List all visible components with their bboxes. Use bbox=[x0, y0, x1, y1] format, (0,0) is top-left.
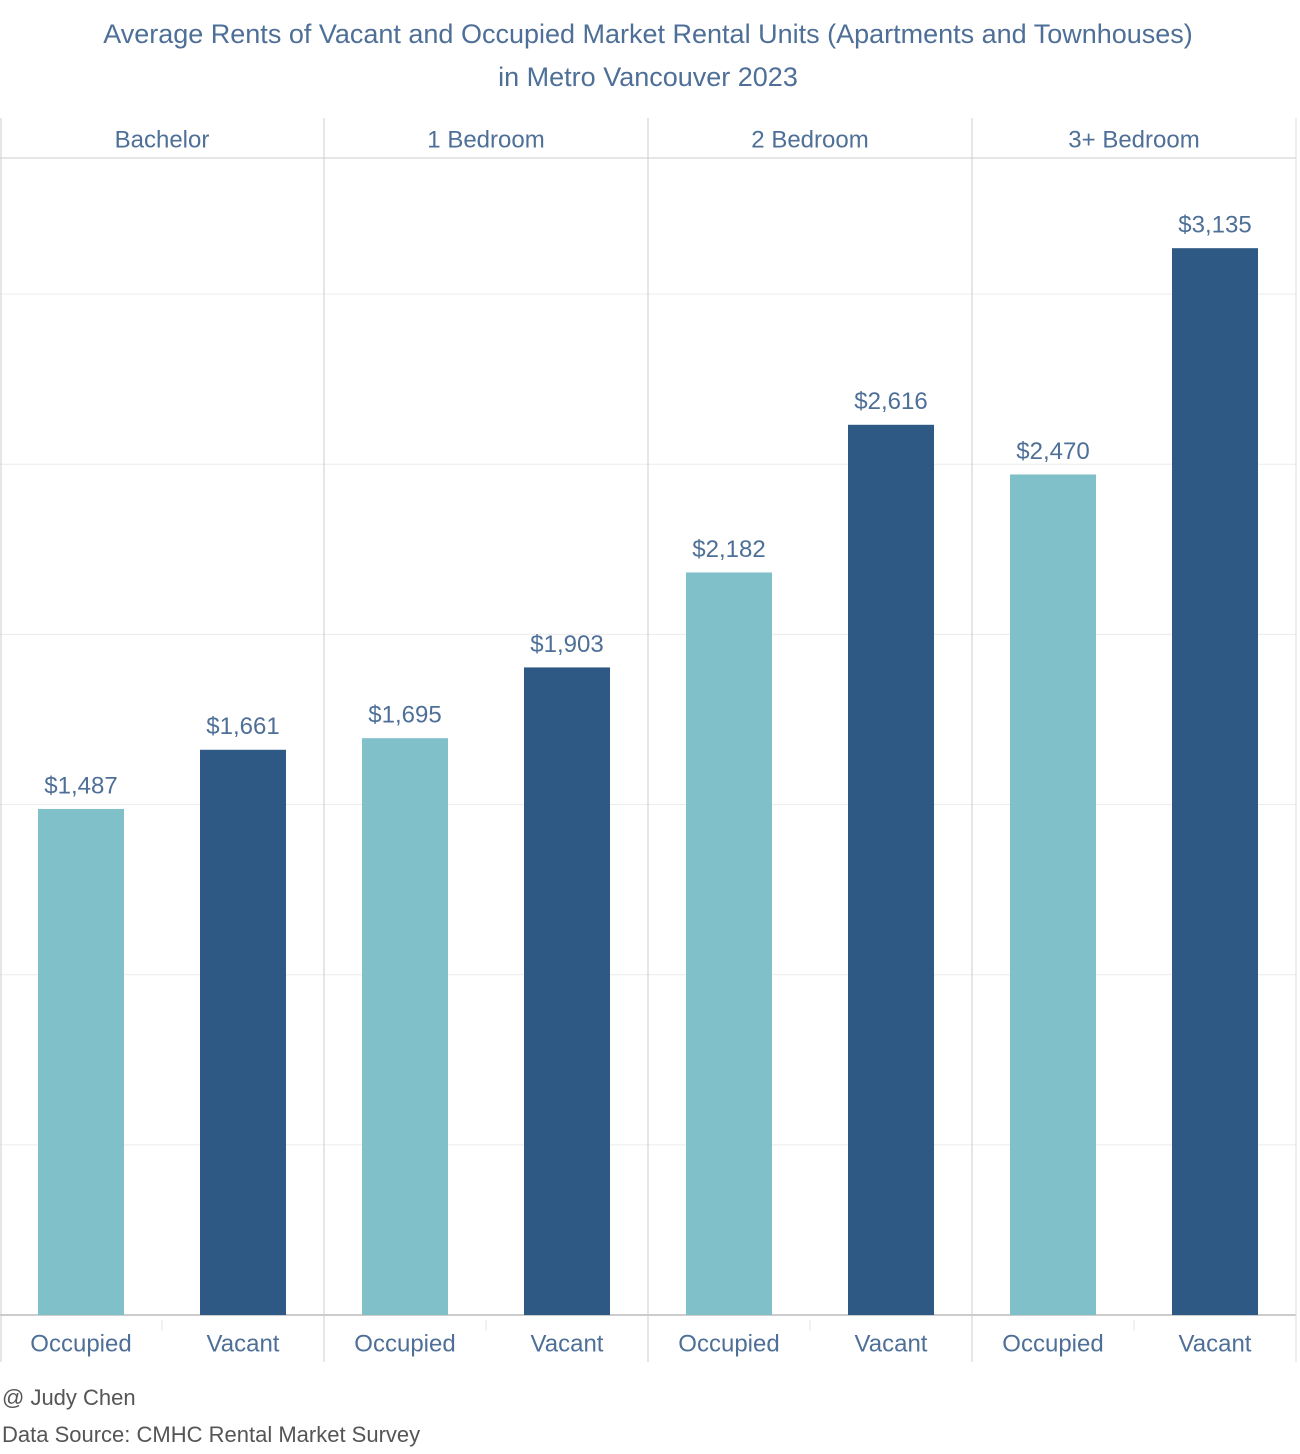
x-tick-label: Vacant bbox=[855, 1330, 928, 1357]
panel-header: 1 Bedroom bbox=[427, 126, 544, 153]
bar bbox=[848, 424, 934, 1315]
credit: @ Judy Chen bbox=[2, 1385, 136, 1410]
bar bbox=[1172, 248, 1258, 1315]
value-label: $1,487 bbox=[44, 772, 117, 799]
x-tick-label: Vacant bbox=[1179, 1330, 1252, 1357]
value-label: $1,903 bbox=[530, 631, 603, 658]
bar bbox=[38, 808, 124, 1315]
value-label: $2,470 bbox=[1016, 438, 1089, 465]
panel-header: Bachelor bbox=[115, 126, 210, 153]
panel-header: 3+ Bedroom bbox=[1068, 126, 1199, 153]
x-tick-label: Occupied bbox=[678, 1330, 779, 1357]
value-label: $2,616 bbox=[854, 388, 927, 415]
bar bbox=[524, 667, 610, 1315]
source: Data Source: CMHC Rental Market Survey bbox=[2, 1422, 420, 1447]
bar bbox=[1010, 474, 1096, 1316]
value-label: $1,661 bbox=[206, 713, 279, 740]
value-label: $3,135 bbox=[1178, 212, 1251, 239]
chart-title: in Metro Vancouver 2023 bbox=[498, 62, 798, 92]
value-label: $2,182 bbox=[692, 536, 765, 563]
x-tick-label: Occupied bbox=[1002, 1330, 1103, 1357]
x-tick-label: Vacant bbox=[531, 1330, 604, 1357]
bar bbox=[200, 749, 286, 1315]
x-tick-label: Occupied bbox=[30, 1330, 131, 1357]
value-label: $1,695 bbox=[368, 702, 441, 729]
x-tick-label: Vacant bbox=[207, 1330, 280, 1357]
chart-title: Average Rents of Vacant and Occupied Mar… bbox=[103, 19, 1193, 49]
bar bbox=[686, 572, 772, 1315]
bar bbox=[362, 738, 448, 1315]
x-tick-label: Occupied bbox=[354, 1330, 455, 1357]
panel-header: 2 Bedroom bbox=[751, 126, 868, 153]
